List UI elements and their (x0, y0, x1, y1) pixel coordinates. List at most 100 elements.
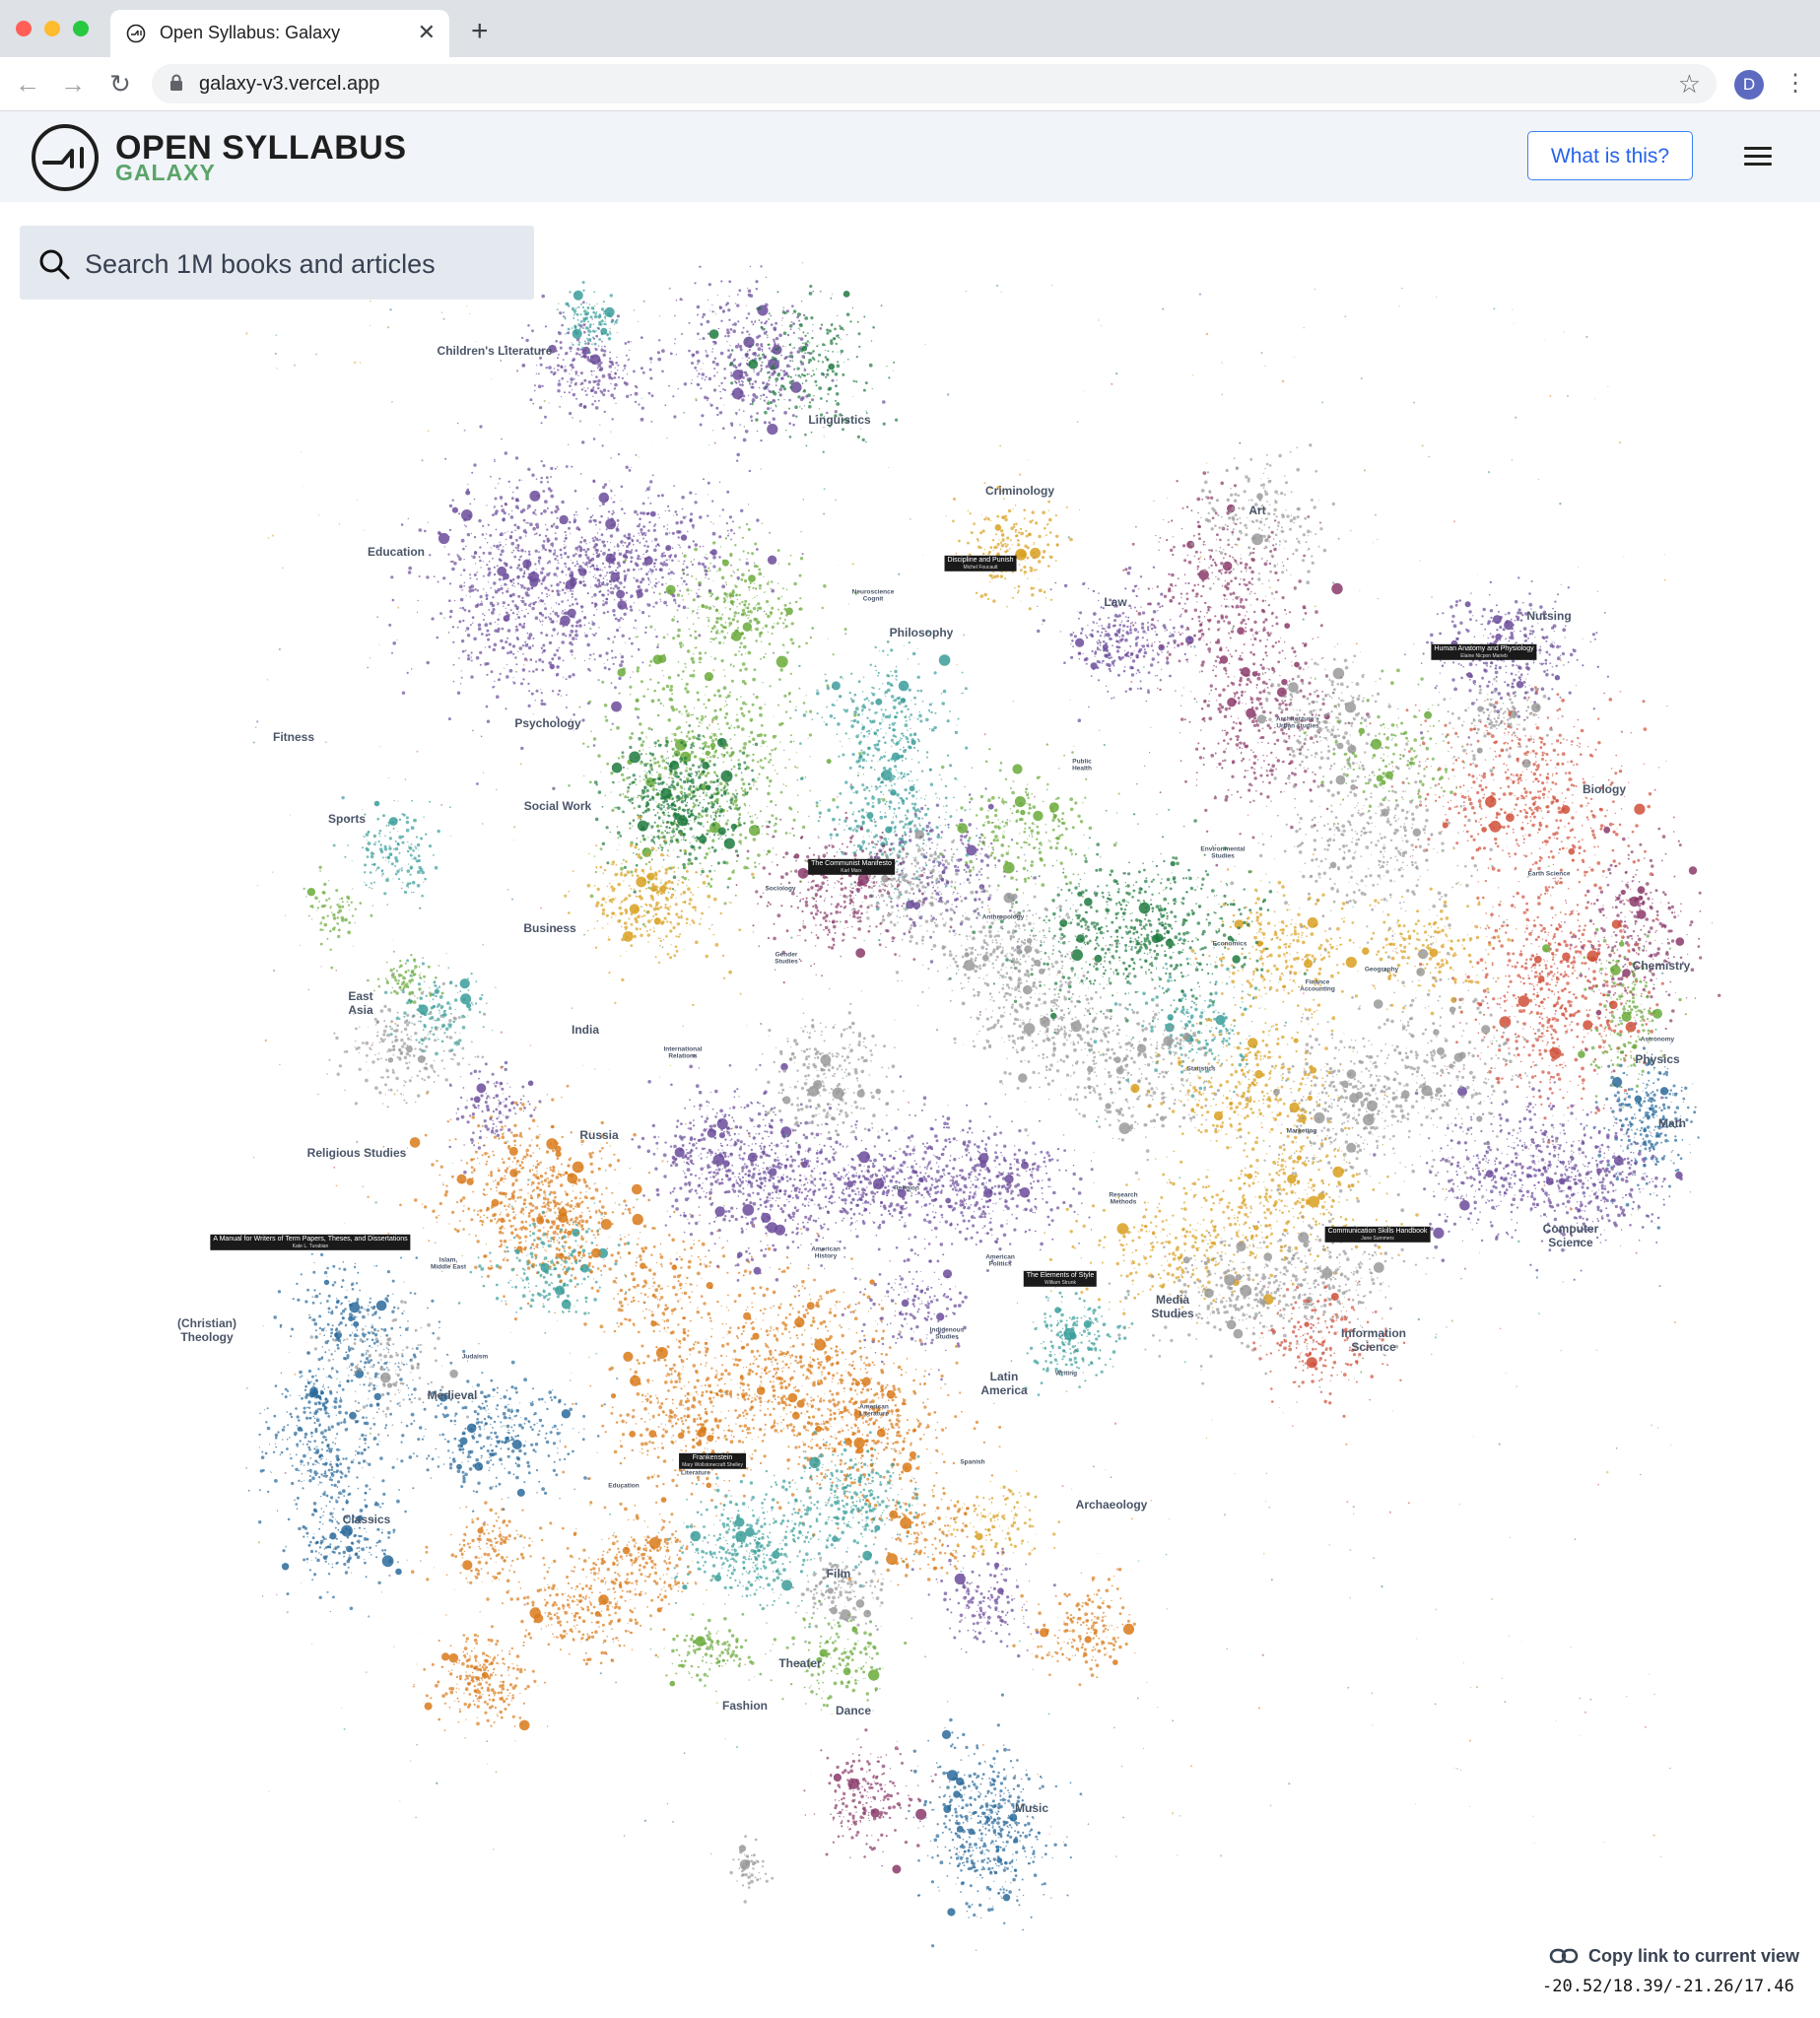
galaxy-dot[interactable] (464, 649, 467, 652)
galaxy-dot[interactable] (556, 567, 560, 571)
galaxy-dot[interactable] (569, 372, 571, 374)
galaxy-dot[interactable] (652, 784, 655, 787)
galaxy-dot[interactable] (656, 713, 660, 717)
galaxy-dot[interactable] (572, 637, 575, 640)
galaxy-dot[interactable] (631, 737, 634, 739)
galaxy-dot[interactable] (857, 759, 861, 763)
galaxy-dot[interactable] (747, 782, 751, 786)
galaxy-dot[interactable] (768, 389, 771, 393)
galaxy-dot[interactable] (928, 703, 932, 706)
logo-title[interactable]: OPEN SYLLABUS (115, 129, 407, 168)
galaxy-dot[interactable] (745, 522, 749, 526)
galaxy-dot[interactable] (592, 307, 595, 310)
galaxy-dot[interactable] (748, 754, 751, 757)
galaxy-dot[interactable] (706, 319, 710, 324)
galaxy-dot[interactable] (609, 579, 613, 583)
galaxy-dot[interactable] (672, 835, 675, 838)
galaxy-dot[interactable] (897, 777, 900, 779)
galaxy-dot[interactable] (880, 798, 883, 800)
galaxy-dot[interactable] (531, 606, 535, 611)
galaxy-dot[interactable] (873, 731, 877, 735)
galaxy-dot[interactable] (713, 694, 716, 697)
galaxy-dot[interactable] (492, 557, 494, 560)
galaxy-dot[interactable] (472, 729, 474, 732)
galaxy-dot[interactable] (723, 838, 735, 849)
galaxy-dot[interactable] (773, 351, 775, 354)
galaxy-dot[interactable] (623, 574, 628, 578)
galaxy-dot[interactable] (700, 369, 702, 370)
galaxy-dot[interactable] (622, 554, 626, 559)
galaxy-dot[interactable] (703, 703, 706, 706)
galaxy-dot[interactable] (615, 569, 618, 572)
galaxy-dot[interactable] (872, 802, 874, 804)
galaxy-dot[interactable] (506, 675, 509, 679)
galaxy-dot[interactable] (790, 622, 794, 626)
galaxy-dot[interactable] (762, 353, 765, 357)
galaxy-dot[interactable] (756, 594, 758, 597)
galaxy-dot[interactable] (860, 749, 863, 752)
galaxy-dot[interactable] (820, 371, 825, 376)
galaxy-dot[interactable] (812, 350, 815, 353)
galaxy-dot[interactable] (521, 364, 526, 368)
galaxy-dot[interactable] (865, 412, 868, 415)
galaxy-dot[interactable] (653, 566, 656, 568)
galaxy-dot[interactable] (671, 779, 675, 784)
galaxy-dot[interactable] (622, 793, 624, 795)
galaxy-dot[interactable] (887, 653, 889, 656)
galaxy-dot[interactable] (626, 373, 629, 375)
galaxy-dot[interactable] (548, 572, 551, 574)
galaxy-dot[interactable] (897, 903, 899, 905)
galaxy-dot[interactable] (730, 349, 734, 352)
galaxy-dot[interactable] (755, 418, 759, 422)
galaxy-dot[interactable] (933, 671, 937, 675)
galaxy-dot[interactable] (629, 822, 632, 825)
galaxy-dot[interactable] (747, 709, 751, 713)
galaxy-dot[interactable] (452, 663, 455, 666)
galaxy-dot[interactable] (656, 643, 659, 646)
galaxy-dot[interactable] (831, 370, 835, 373)
galaxy-dot[interactable] (799, 776, 804, 780)
galaxy-dot[interactable] (742, 782, 746, 786)
galaxy-dot[interactable] (853, 718, 857, 723)
galaxy-dot[interactable] (667, 814, 669, 816)
galaxy-dot[interactable] (756, 518, 760, 522)
galaxy-dot[interactable] (683, 741, 686, 744)
galaxy-dot[interactable] (555, 350, 558, 353)
galaxy-dot[interactable] (579, 554, 582, 557)
galaxy-dot[interactable] (541, 668, 545, 672)
galaxy-dot[interactable] (909, 892, 911, 895)
galaxy-dot[interactable] (774, 328, 776, 332)
galaxy-dot[interactable] (588, 325, 592, 328)
galaxy-dot[interactable] (647, 837, 649, 839)
galaxy-dot[interactable] (855, 356, 858, 359)
galaxy-dot[interactable] (573, 520, 576, 524)
galaxy-dot[interactable] (862, 734, 866, 738)
galaxy-dot[interactable] (473, 551, 478, 555)
galaxy-dot[interactable] (853, 844, 855, 846)
galaxy-dot[interactable] (904, 773, 906, 775)
galaxy-dot[interactable] (498, 577, 502, 581)
galaxy-dot[interactable] (640, 906, 642, 908)
galaxy-dot[interactable] (602, 353, 606, 357)
galaxy-dot[interactable] (740, 711, 744, 715)
galaxy-dot[interactable] (725, 751, 729, 755)
galaxy-dot[interactable] (752, 677, 756, 682)
galaxy-dot[interactable] (895, 735, 898, 738)
galaxy-dot[interactable] (602, 544, 607, 548)
galaxy-dot[interactable] (593, 780, 598, 784)
galaxy-dot[interactable] (676, 620, 679, 623)
galaxy-dot[interactable] (734, 894, 737, 897)
galaxy-dot[interactable] (608, 330, 611, 333)
galaxy-dot[interactable] (541, 633, 543, 635)
galaxy-dot[interactable] (562, 613, 564, 615)
galaxy-dot[interactable] (754, 742, 759, 747)
galaxy-dot[interactable] (760, 587, 762, 590)
galaxy-dot[interactable] (871, 785, 873, 787)
galaxy-dot[interactable] (775, 336, 779, 341)
galaxy-dot[interactable] (857, 772, 859, 774)
galaxy-dot[interactable] (549, 489, 553, 493)
galaxy-dot[interactable] (849, 698, 853, 701)
galaxy-dot[interactable] (721, 508, 724, 511)
galaxy-dot[interactable] (756, 412, 759, 415)
galaxy-dot[interactable] (529, 658, 533, 661)
